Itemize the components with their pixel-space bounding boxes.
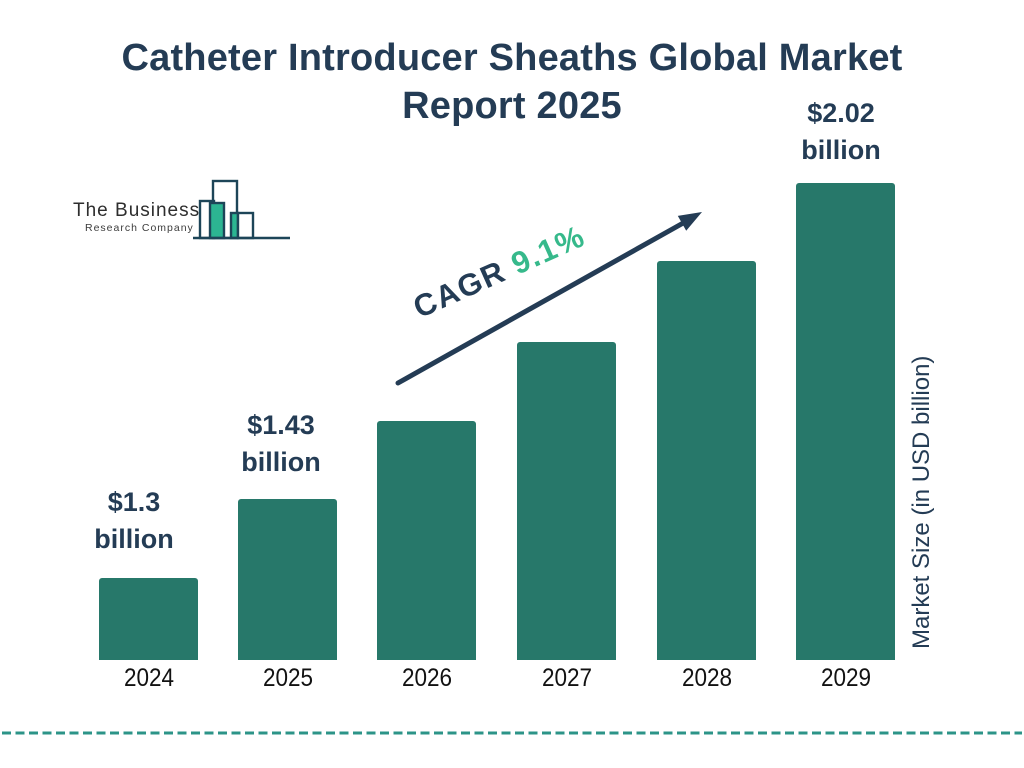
x-axis-label-2027: 2027: [541, 664, 592, 692]
value-label-2029: $2.02 billion: [751, 95, 931, 169]
value-label-2025: $1.43 billion: [191, 407, 371, 481]
logo-subname: Research Company: [85, 222, 194, 234]
x-axis-label-2026: 2026: [401, 664, 452, 692]
bar-2029: [796, 183, 895, 660]
bar-2028: [657, 261, 756, 660]
value-amount: $2.02: [807, 98, 875, 128]
value-unit: billion: [241, 447, 321, 477]
bar-2026: [377, 421, 476, 660]
report-title-line1: Catheter Introducer Sheaths Global Marke…: [121, 37, 903, 79]
x-axis-label-2028: 2028: [681, 664, 732, 692]
x-axis-label-2025: 2025: [262, 664, 313, 692]
logo-bar-chart-icon: [193, 179, 290, 240]
bar-2024: [99, 578, 198, 660]
bar-2025: [238, 499, 337, 660]
logo-name: The Business: [73, 200, 201, 221]
company-logo: The Business Research Company: [65, 175, 295, 247]
report-title: Catheter Introducer Sheaths Global Marke…: [0, 34, 1024, 130]
value-label-2024: $1.3 billion: [44, 484, 224, 558]
value-amount: $1.43: [247, 410, 315, 440]
bar-2027: [517, 342, 616, 660]
y-axis-title: Market Size (in USD billion): [908, 355, 935, 649]
value-unit: billion: [94, 524, 174, 554]
x-axis-label-2024: 2024: [123, 664, 174, 692]
report-title-line2: Report 2025: [402, 85, 622, 127]
value-amount: $1.3: [107, 487, 161, 517]
value-unit: billion: [801, 135, 881, 165]
x-axis-label-2029: 2029: [820, 664, 871, 692]
